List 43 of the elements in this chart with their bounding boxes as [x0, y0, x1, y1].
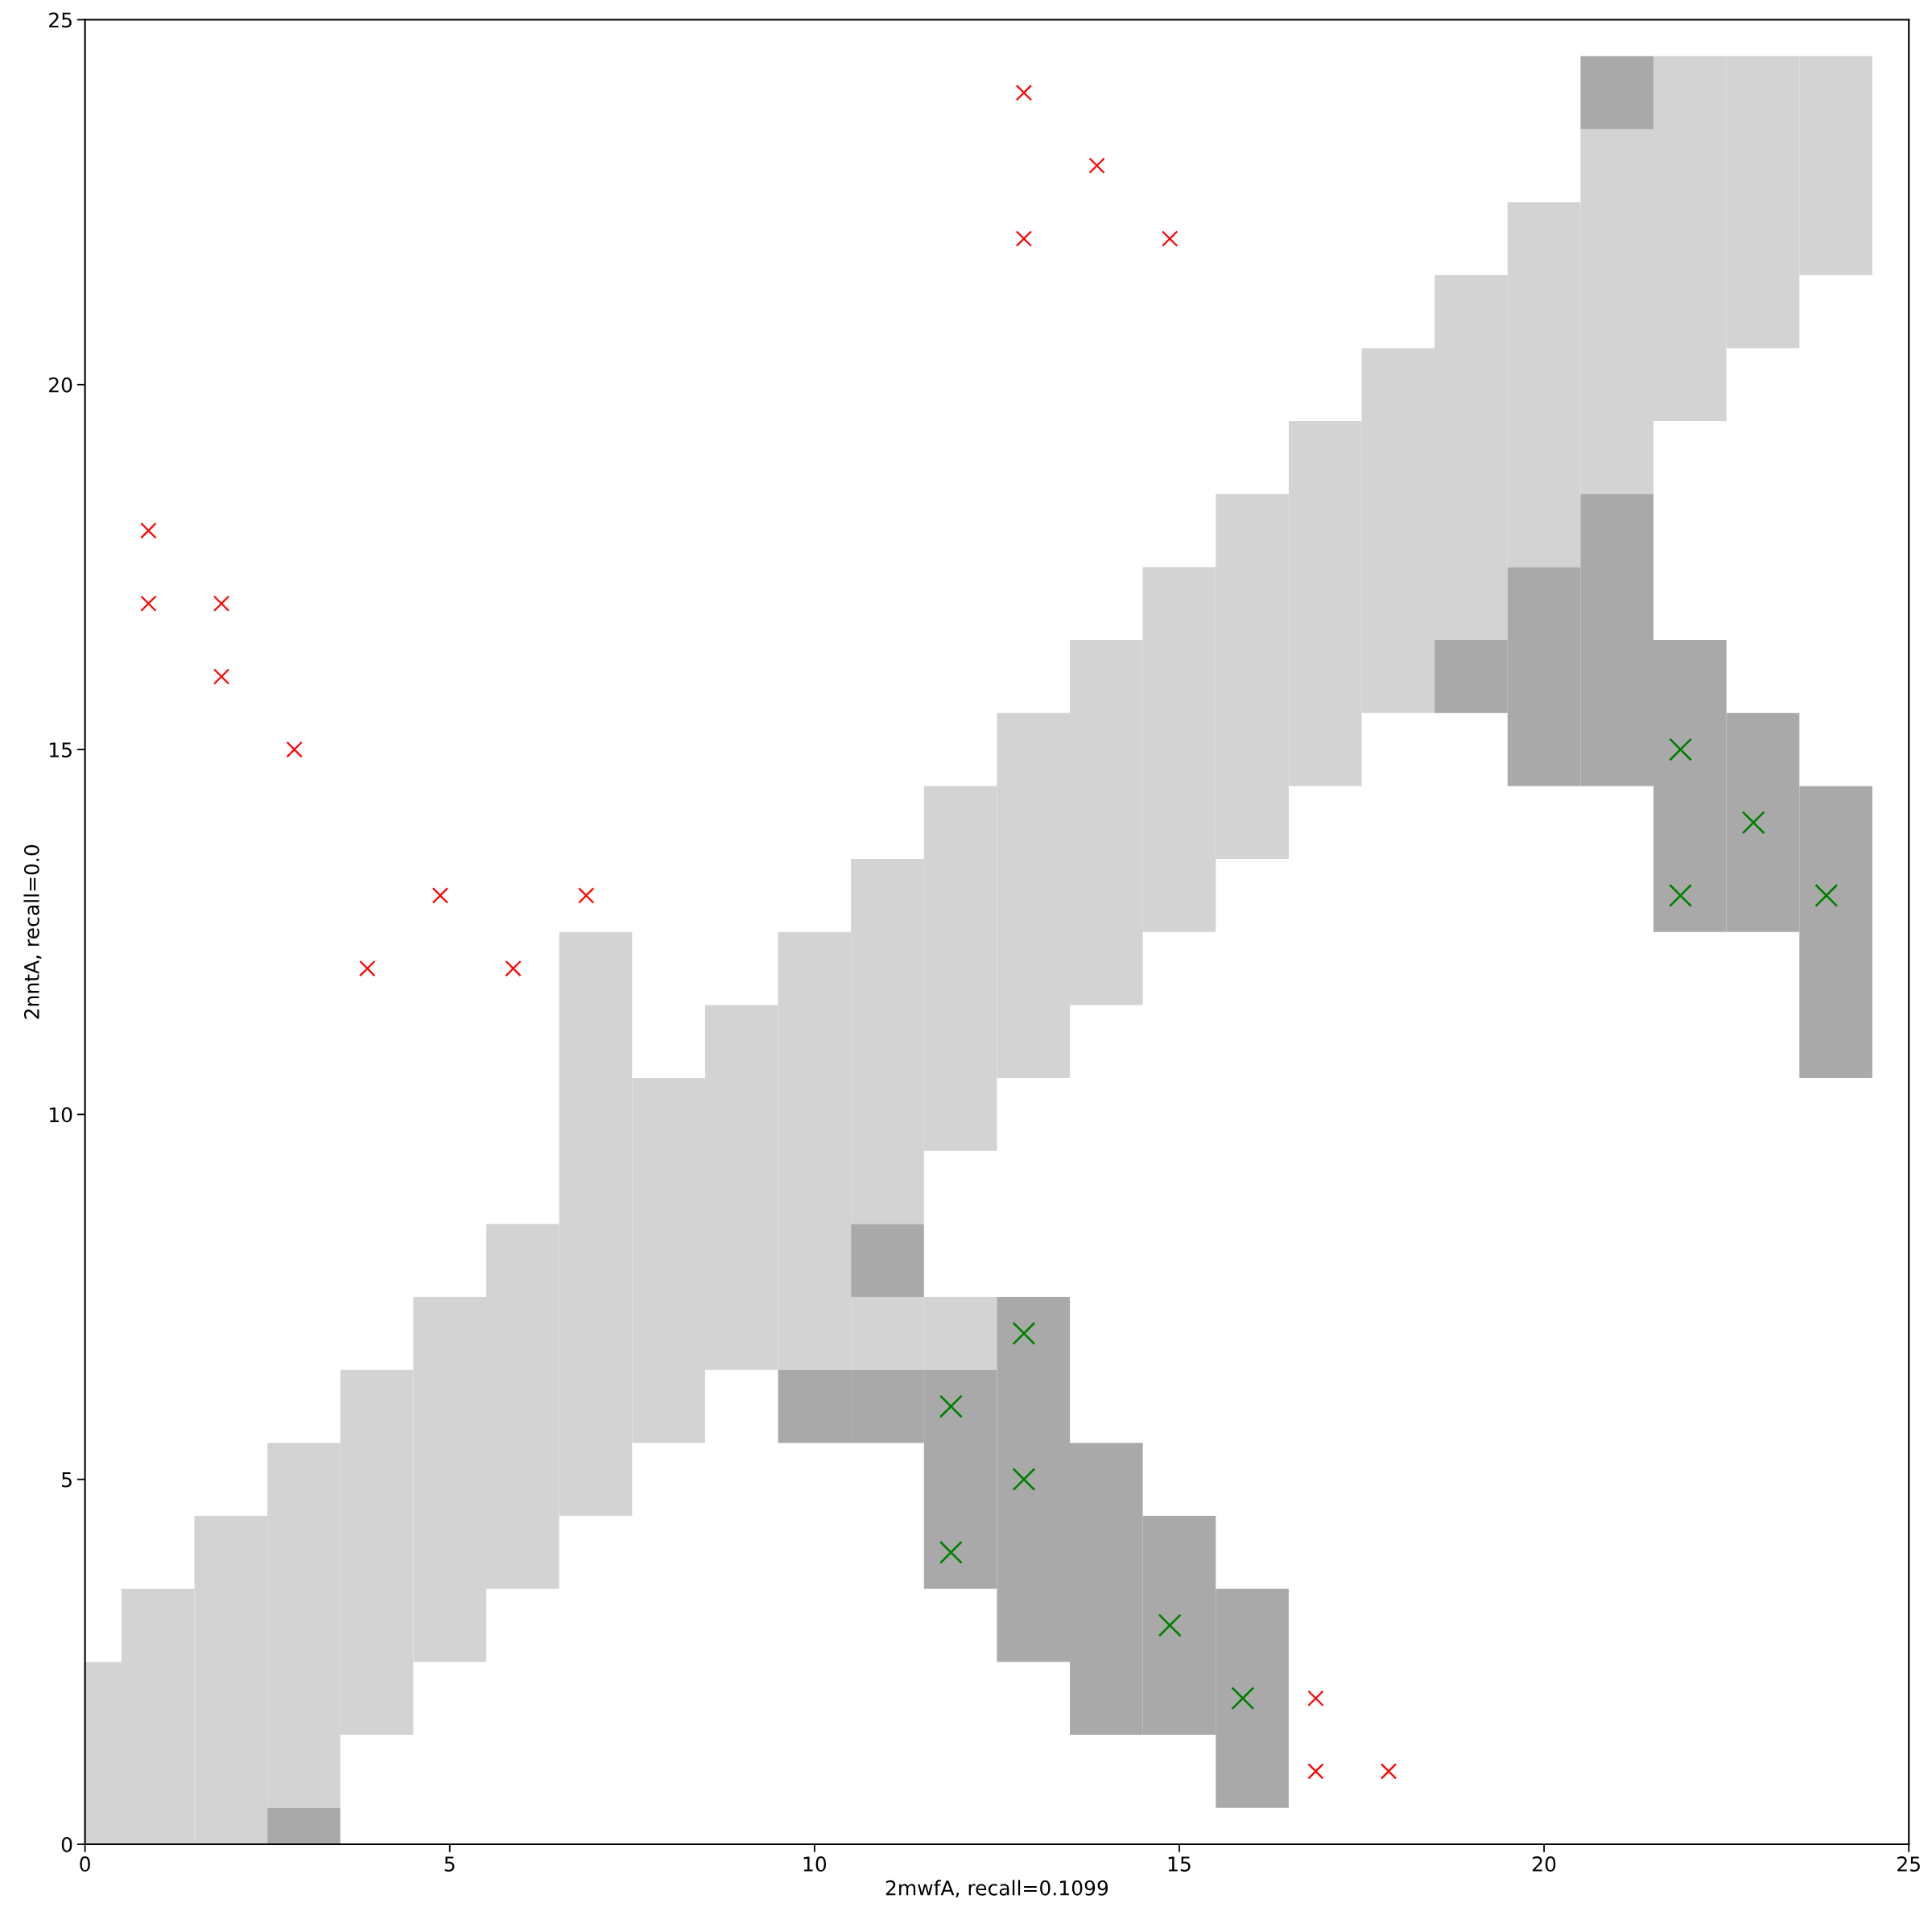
point [1814, 883, 1839, 907]
point [1307, 1763, 1324, 1780]
point [1088, 157, 1105, 174]
y-tick-label: 25 [49, 12, 72, 28]
y-tick-label: 10 [49, 1107, 72, 1123]
x-tick-label: 25 [1897, 1856, 1920, 1872]
x-axis-title: 2mwfA, recall=0.1099 [886, 1880, 1108, 1898]
point [359, 960, 376, 977]
point [213, 668, 230, 685]
y-axis-title: 2nntA, recall=0.0 [23, 844, 42, 1019]
point [140, 522, 157, 539]
point [1307, 1690, 1324, 1707]
bar [851, 1224, 924, 1298]
point [1162, 230, 1179, 247]
point [578, 887, 595, 904]
point [1380, 1763, 1397, 1780]
point [140, 595, 157, 612]
bar [267, 1807, 341, 1845]
point [1012, 1468, 1036, 1492]
y-tick-label: 5 [62, 1472, 72, 1488]
point [939, 1394, 963, 1418]
y-tick-label: 0 [61, 1836, 72, 1852]
y-tick-label: 15 [49, 742, 72, 758]
point [1741, 811, 1765, 835]
x-tick-label: 0 [80, 1856, 90, 1872]
point [1669, 737, 1693, 762]
x-tick-label: 15 [1168, 1856, 1191, 1872]
point [1015, 85, 1033, 101]
point [286, 741, 303, 758]
point [1158, 1613, 1182, 1637]
point [213, 595, 230, 612]
point [1231, 1686, 1255, 1711]
point [1012, 1321, 1036, 1345]
y-tick-label: 20 [49, 377, 72, 393]
point [1015, 230, 1033, 247]
point [431, 887, 449, 904]
x-tick-label: 5 [444, 1856, 455, 1872]
x-tick-label: 20 [1533, 1856, 1556, 1872]
point [1669, 883, 1693, 907]
bar [1580, 56, 1654, 130]
point [939, 1540, 963, 1564]
point [505, 960, 522, 977]
x-tick-label: 10 [803, 1856, 827, 1872]
